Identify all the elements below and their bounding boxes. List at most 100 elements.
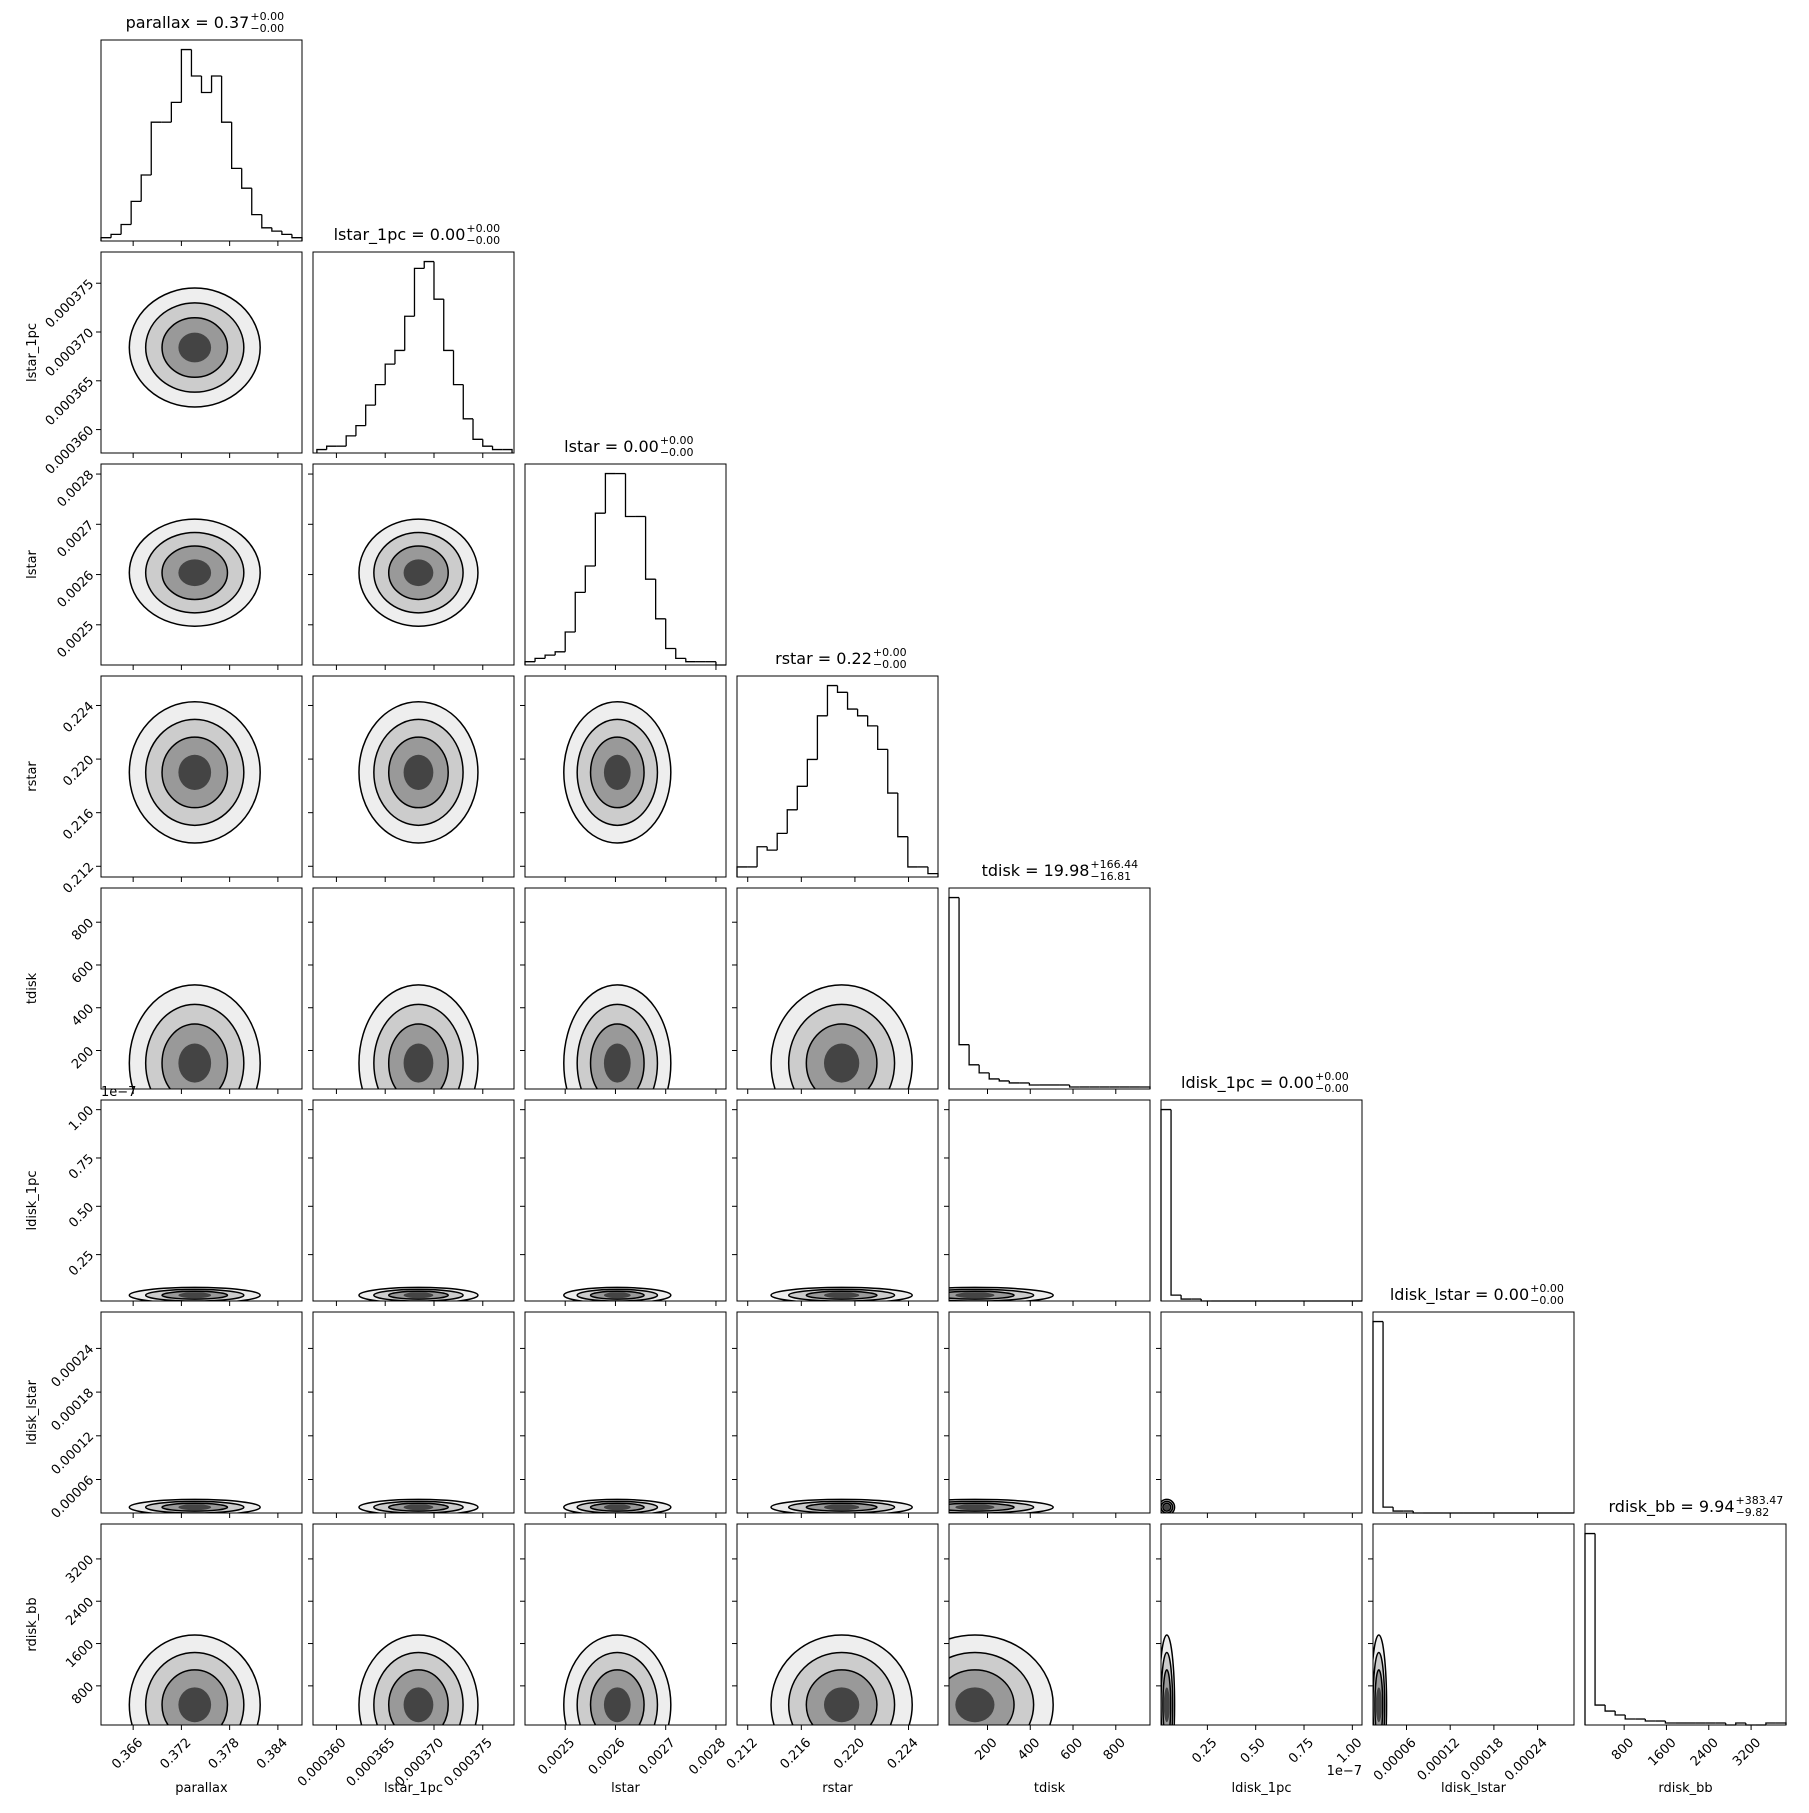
panel (520, 675, 727, 882)
contour (403, 1043, 434, 1083)
panel: tdisk = 19.98 +166.44−16.81 (948, 858, 1151, 1094)
panel (520, 887, 727, 1094)
contour (178, 1504, 212, 1511)
density (358, 984, 479, 1089)
histogram-bin (1624, 1715, 1636, 1720)
panel-frame (524, 463, 727, 666)
histogram-bin (180, 48, 192, 103)
x-tick-label: 0.000375 (441, 1735, 495, 1789)
panel: 0.212 0.216 0.220 0.224 (724, 1523, 939, 1772)
histogram-bin (1644, 1719, 1656, 1722)
contour (178, 754, 212, 791)
contour (403, 1292, 434, 1299)
panel: 200 400 600 800 (69, 887, 303, 1094)
histogram-bin (534, 657, 546, 662)
density (949, 1286, 1054, 1301)
title-upper: +166.44 (1090, 858, 1138, 871)
contour (823, 1292, 860, 1299)
contour (955, 1292, 995, 1299)
panel (944, 1099, 1151, 1306)
histogram-bin (1160, 1108, 1172, 1301)
y-tick-label: 1600 (63, 1637, 97, 1671)
title-lower: −16.81 (1090, 870, 1131, 883)
x-axis-label: lstar (611, 1781, 640, 1796)
histogram-bin (766, 846, 778, 851)
contour (955, 1504, 995, 1511)
histogram-bin (190, 49, 202, 77)
y-offset-label: 1e−7 (101, 1085, 136, 1100)
histogram-bin (384, 363, 395, 385)
histogram-bin (241, 168, 252, 189)
density (128, 984, 261, 1089)
x-tick-label: 0.0028 (686, 1735, 729, 1778)
y-tick-label: 0.0027 (54, 518, 97, 561)
panel-frame (1160, 1523, 1363, 1726)
y-tick-label: 0.00018 (49, 1386, 98, 1435)
histogram-bin (978, 1064, 990, 1074)
x-tick-label: 0.50 (1238, 1735, 1269, 1766)
y-tick-label: 0.000365 (43, 374, 97, 428)
histogram-bin (150, 121, 162, 175)
panel: lstar = 0.00 +0.00−0.00 (524, 434, 727, 670)
panel (732, 1099, 939, 1306)
panel: 200 400 600 800 (944, 1523, 1151, 1764)
y-tick-label: 800 (69, 1679, 97, 1707)
histogram-bin (316, 448, 327, 453)
contour (178, 1292, 212, 1299)
histogram-bin (1382, 1321, 1394, 1508)
panel: 0.366 0.372 0.378 0.384 800 1600 2400 3200 (63, 1523, 303, 1772)
contour (1163, 1687, 1170, 1723)
panel-frame (736, 675, 939, 878)
panel-frame (312, 675, 515, 878)
histogram-bin (1392, 1507, 1404, 1512)
contour (823, 1043, 860, 1083)
contour (178, 559, 212, 587)
panel-title: ldisk_lstar = 0.00 (1390, 1285, 1529, 1305)
title-upper: +0.00 (660, 434, 694, 447)
x-tick-label: 0.384 (254, 1735, 291, 1772)
panel (520, 1099, 727, 1306)
density (949, 1634, 1054, 1725)
histogram-bin (120, 223, 132, 235)
y-tick-label: 0.220 (60, 753, 97, 790)
x-axis-label: ldisk_lstar (1441, 1781, 1507, 1796)
histogram-bin (170, 101, 182, 123)
panel (732, 887, 939, 1094)
panel-frame (948, 1523, 1151, 1726)
panel-frame (100, 675, 303, 878)
panel-frame (736, 887, 939, 1090)
density (563, 1286, 672, 1301)
histogram-bin (251, 188, 262, 216)
panel-title: ldisk_1pc = 0.00 (1181, 1073, 1314, 1093)
density (128, 1498, 261, 1513)
contour (178, 1043, 212, 1083)
histogram-bin (856, 709, 868, 717)
panel (308, 675, 515, 882)
histogram-bin (433, 261, 444, 300)
panel-frame (100, 39, 303, 242)
histogram-bin (210, 75, 222, 93)
y-tick-label: 1.00 (66, 1103, 97, 1134)
contour (403, 1687, 434, 1723)
histogram-bin (756, 846, 768, 867)
y-axis-label: ldisk_1pc (25, 1171, 40, 1231)
x-tick-label: 0.378 (206, 1735, 243, 1772)
panel-frame (524, 887, 727, 1090)
panel-frame (1160, 1099, 1363, 1302)
histogram-bin (404, 315, 415, 351)
panel-frame (524, 1099, 727, 1302)
panel-frame (736, 1311, 939, 1514)
x-tick-label: 0.0027 (636, 1735, 679, 1778)
panel-frame (948, 887, 1151, 1090)
density (128, 1634, 261, 1725)
x-axis-label: tdisk (1034, 1781, 1066, 1796)
histogram-bin (291, 234, 303, 241)
density (128, 287, 261, 408)
y-axis-label: lstar_1pc (25, 323, 40, 382)
density (949, 1498, 1054, 1513)
title-upper: +0.00 (873, 646, 907, 659)
panel-frame (312, 463, 515, 666)
histogram-bin (736, 866, 748, 877)
